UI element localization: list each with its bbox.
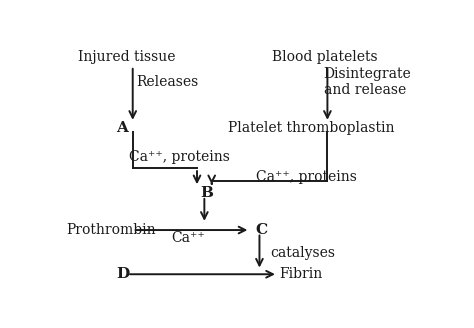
Text: Ca⁺⁺, proteins: Ca⁺⁺, proteins bbox=[256, 170, 356, 184]
Text: catalyses: catalyses bbox=[271, 246, 336, 260]
Text: Releases: Releases bbox=[137, 75, 199, 89]
Text: Disintegrate
and release: Disintegrate and release bbox=[324, 67, 411, 97]
Text: Prothrombin: Prothrombin bbox=[66, 223, 156, 237]
Text: B: B bbox=[201, 186, 214, 200]
Text: Ca⁺⁺, proteins: Ca⁺⁺, proteins bbox=[129, 150, 230, 164]
Text: Platelet thromboplastin: Platelet thromboplastin bbox=[228, 121, 395, 135]
Text: Injured tissue: Injured tissue bbox=[78, 50, 175, 64]
Text: Fibrin: Fibrin bbox=[280, 267, 323, 281]
Text: A: A bbox=[116, 121, 128, 135]
Text: D: D bbox=[116, 267, 129, 281]
Text: Ca⁺⁺: Ca⁺⁺ bbox=[171, 231, 205, 245]
Text: Blood platelets: Blood platelets bbox=[272, 50, 378, 64]
Text: C: C bbox=[256, 223, 268, 237]
